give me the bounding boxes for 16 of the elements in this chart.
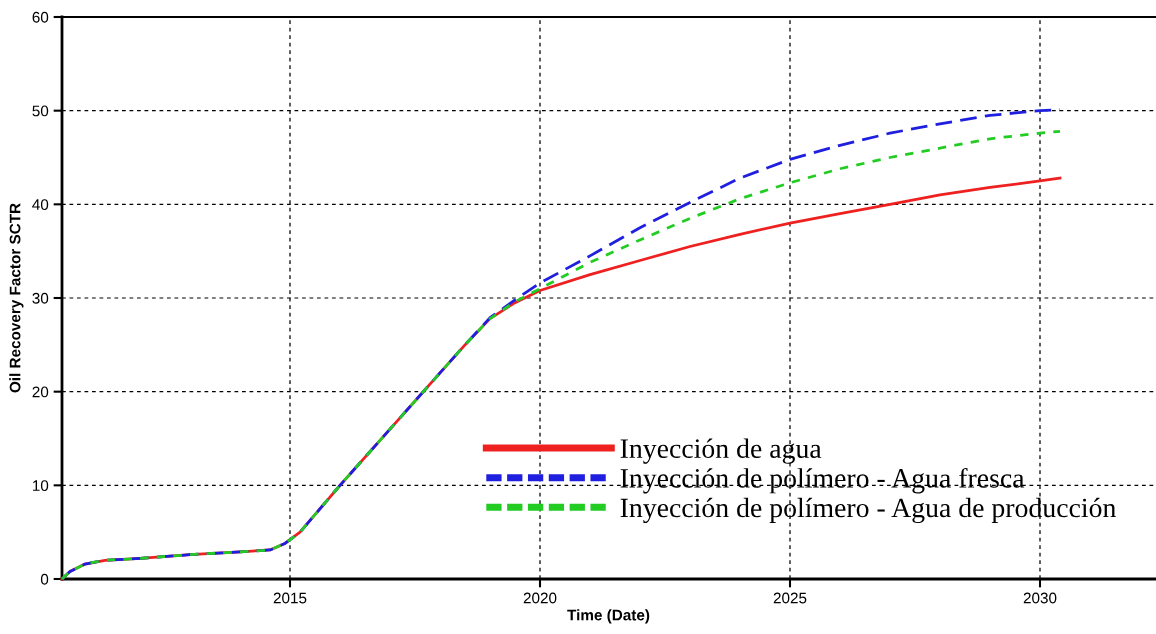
x-tick-label: 2015 — [273, 592, 307, 604]
legend-label: Inyección de agua — [620, 438, 822, 464]
y-tick-label: 50 — [32, 105, 49, 117]
legend-label: Inyección de polímero - Agua fresca — [620, 467, 1025, 494]
y-tick-label: 20 — [32, 386, 49, 398]
y-tick-label: 40 — [32, 199, 49, 211]
x-tick-label: 2020 — [523, 592, 557, 604]
y-tick-label: 10 — [32, 480, 49, 492]
x-tick-label: 2025 — [773, 592, 807, 604]
y-tick-label: 60 — [32, 11, 49, 23]
legend-label: Inyección de polímero - Agua de producción — [620, 497, 1116, 524]
y-axis-title: Oil Recovery Factor SCTR — [9, 203, 24, 393]
x-axis-title: Time (Date) — [567, 609, 650, 624]
y-tick-label: 30 — [32, 292, 49, 304]
x-tick-label: 2030 — [1023, 592, 1057, 604]
y-tick-label: 0 — [40, 573, 49, 585]
